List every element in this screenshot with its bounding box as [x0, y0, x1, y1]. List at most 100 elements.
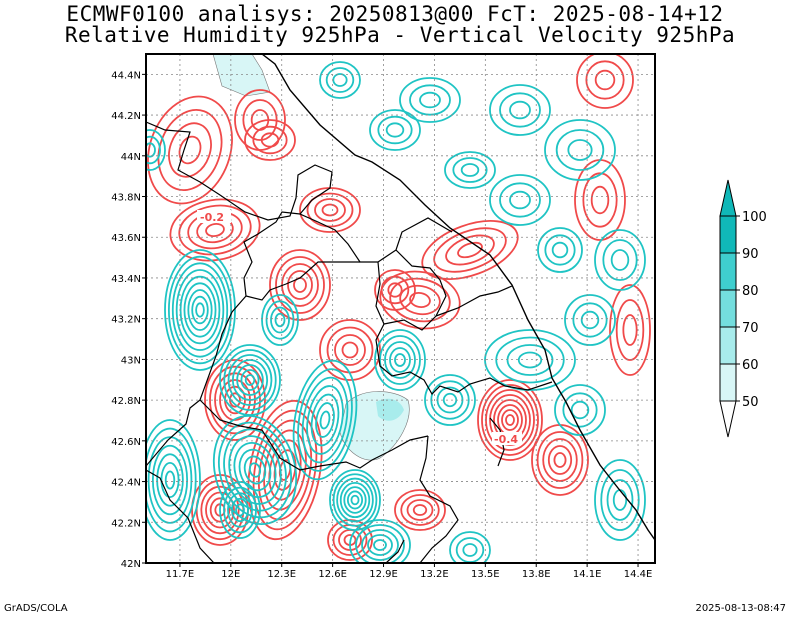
- contour-line: [167, 255, 233, 365]
- contour-line: [594, 69, 616, 91]
- contour-line: [409, 84, 451, 116]
- contour-line: [369, 109, 421, 151]
- contour-line: [421, 220, 519, 280]
- contour-line: [195, 302, 205, 318]
- contour-label-neg02: -0.2: [200, 211, 224, 224]
- contour-line: [570, 400, 590, 420]
- contour-line: [234, 89, 286, 151]
- latitude-tick-labels: 42N 42.2N 42.4N 42.6N 42.8N 43N 43.2N 43.4N 43.6…: [111, 70, 141, 570]
- contour-line: [419, 91, 441, 109]
- contour-line: [240, 369, 260, 391]
- contour-line: [389, 347, 411, 373]
- contour-line: [147, 95, 233, 205]
- contour-line: [171, 262, 229, 358]
- contour-line: [610, 249, 630, 271]
- contour-line: [287, 270, 313, 300]
- contour-line: [242, 99, 278, 141]
- contour-line: [314, 198, 346, 222]
- contour-line: [164, 249, 236, 371]
- contour-line: [275, 256, 325, 314]
- coastline: [261, 54, 655, 541]
- contour-line: [399, 77, 461, 123]
- contour-line: [179, 275, 221, 345]
- contour-line: [146, 135, 161, 165]
- contour-line: [615, 299, 645, 361]
- lat-tick-label: 42.6N: [111, 437, 141, 448]
- contour-line: [462, 543, 478, 557]
- colorbar-label: 70: [742, 321, 759, 336]
- lon-tick-label: 12.6E: [318, 569, 347, 580]
- contour-line: [399, 284, 441, 316]
- contour-line: [292, 359, 358, 481]
- lat-tick-label: 43.8N: [111, 193, 141, 204]
- contour-line: [585, 60, 625, 100]
- contour-line: [509, 100, 531, 120]
- contour-line: [594, 229, 646, 291]
- contour-line: [244, 374, 256, 386]
- contour-line: [265, 300, 295, 340]
- contour-line: [146, 129, 166, 171]
- contour-line: [567, 139, 593, 161]
- contour-line: [250, 109, 270, 131]
- map-frame: [145, 53, 656, 564]
- contour-line: [157, 109, 223, 191]
- contour-line: [373, 539, 387, 551]
- contour-line: [332, 473, 378, 527]
- lon-tick-label: 13.8E: [522, 569, 551, 580]
- contour-line: [339, 481, 371, 519]
- contour-line: [377, 115, 413, 145]
- contour-line: [343, 486, 367, 514]
- chart-title-line-2: Relative Humidity 925hPa - Vertical Velo…: [64, 23, 736, 47]
- contour-line: [223, 349, 277, 411]
- negative-contours: [146, 61, 646, 563]
- contour-line: [319, 410, 331, 430]
- contour-line: [175, 269, 225, 351]
- contour-line: [536, 431, 584, 489]
- contour-line: [433, 227, 507, 273]
- contour-line: [247, 399, 323, 541]
- contour-line: [606, 479, 634, 521]
- lat-tick-label: 44.4N: [111, 70, 141, 81]
- contour-line: [400, 494, 440, 526]
- lat-tick-label: 43.2N: [111, 315, 141, 326]
- contour-line: [228, 435, 282, 505]
- contour-line: [385, 122, 405, 138]
- contour-line: [547, 445, 573, 475]
- contour-line: [424, 374, 476, 426]
- contour-line: [449, 531, 491, 563]
- contour-line: [227, 492, 253, 528]
- contour-line: [219, 481, 261, 539]
- colorbar-segment: [719, 363, 737, 402]
- colorbar-label: 80: [742, 284, 759, 299]
- contour-line: [380, 275, 410, 305]
- contour-line: [209, 365, 261, 435]
- contour-line: [160, 461, 180, 499]
- contour-line: [387, 282, 403, 298]
- contour-line: [367, 534, 393, 556]
- colorbar-upper-arrow: [719, 179, 737, 217]
- contour-line: [582, 172, 618, 228]
- lon-tick-label: 11.7E: [166, 569, 195, 580]
- contour-line: [622, 314, 638, 346]
- contour-line: [394, 489, 446, 531]
- lon-tick-label: 12.3E: [267, 569, 296, 580]
- contour-line: [374, 329, 426, 391]
- contour-line: [384, 341, 416, 379]
- contour-line: [553, 452, 567, 468]
- contour-line: [485, 389, 535, 451]
- contour-line: [389, 277, 451, 323]
- contour-line: [244, 119, 296, 161]
- lat-tick-label: 42.2N: [111, 518, 141, 529]
- contour-line: [412, 504, 428, 516]
- lon-tick-label: 13.2E: [420, 569, 449, 580]
- contour-line: [484, 329, 576, 391]
- contour-line: [355, 524, 405, 563]
- positive-contours: [147, 54, 651, 561]
- contour-line: [261, 294, 299, 346]
- contour-line: [349, 519, 411, 563]
- contour-line: [517, 351, 543, 369]
- colorbar-segment: [719, 252, 737, 291]
- region-borders: [146, 121, 553, 563]
- colorbar-label: 100: [742, 210, 767, 225]
- contour-line: [379, 270, 461, 330]
